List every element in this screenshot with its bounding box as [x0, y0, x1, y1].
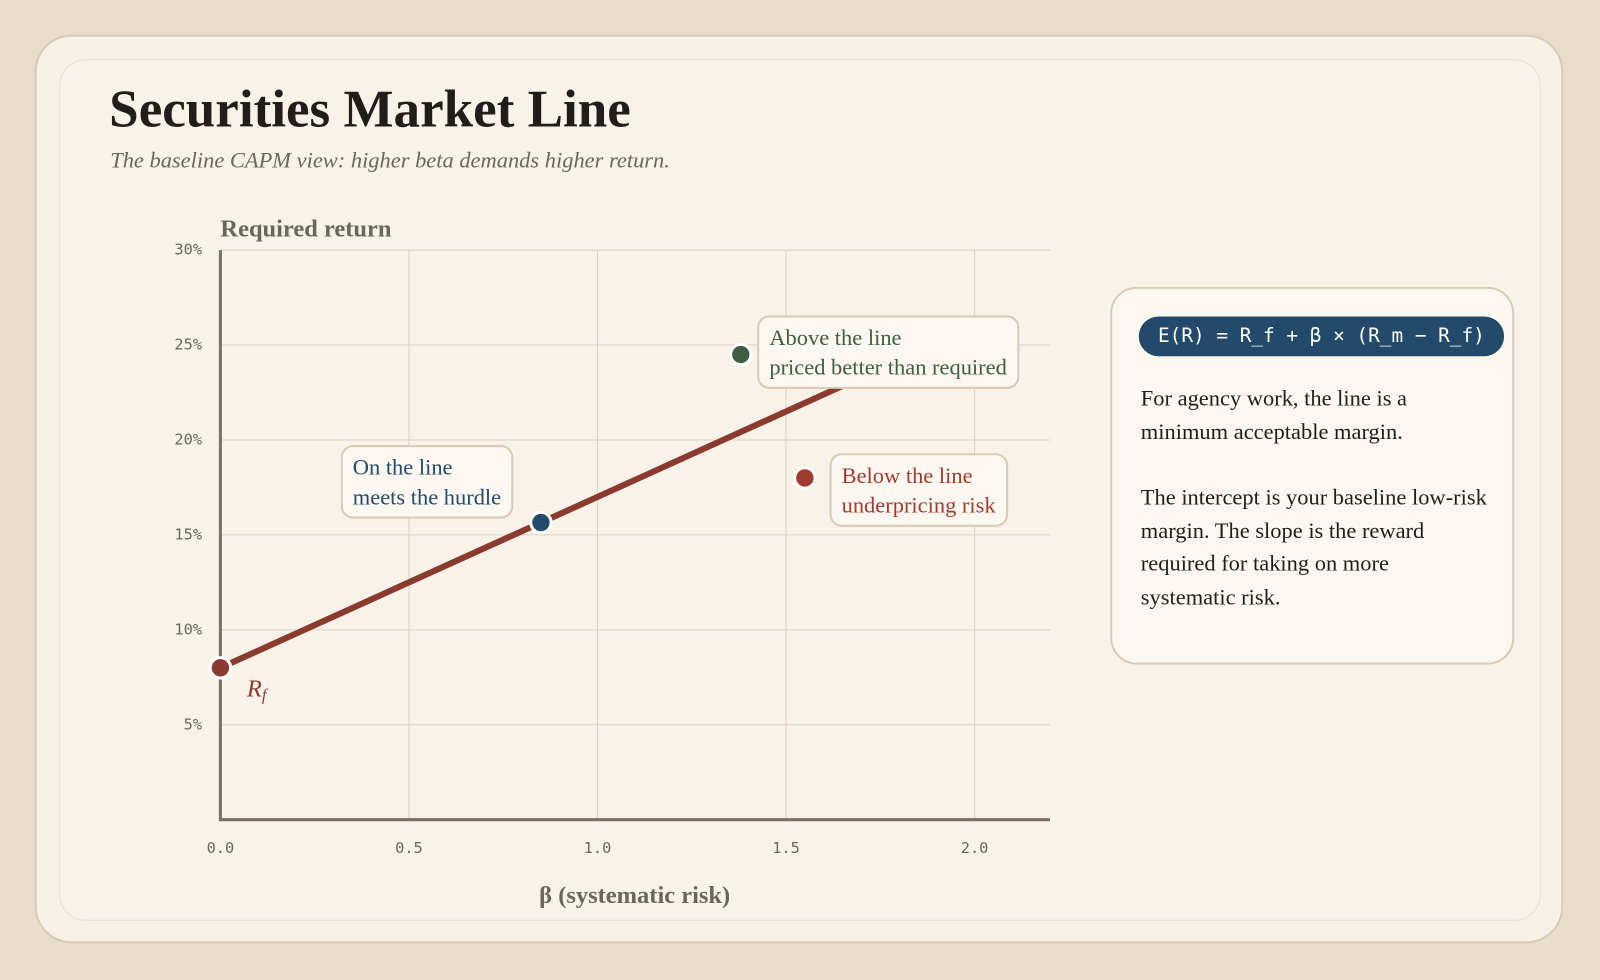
y-tick-label: 5% — [184, 715, 202, 733]
y-tick-label: 20% — [174, 430, 202, 448]
x-tick-label: 2.0 — [961, 839, 989, 857]
annotation-line: Below the line — [841, 462, 973, 489]
panel-paragraph: The intercept is your baseline low-risk … — [1140, 483, 1487, 609]
x-tick-label: 1.0 — [584, 839, 612, 857]
x-tick-label: 0.0 — [207, 839, 235, 857]
x-tick-label: 1.5 — [772, 839, 800, 857]
point — [793, 466, 817, 490]
y-tick-label: 25% — [174, 336, 202, 354]
rf-sub: f — [262, 685, 269, 704]
x-tick-label: 0.5 — [395, 839, 423, 857]
subtitle: The baseline CAPM view: higher beta dema… — [110, 146, 670, 173]
annotation-line: Above the line — [769, 324, 902, 351]
y-tick-label: 30% — [174, 241, 202, 259]
annotation: On the line meets the hurdle — [340, 444, 514, 519]
annotation-line: priced better than required — [769, 354, 1007, 381]
rf-base: R — [246, 675, 262, 702]
panel-paragraph: For agency work, the line is a minimum a… — [1140, 384, 1408, 444]
annotation: Above the line priced better than require… — [757, 315, 1020, 390]
y-axis-label: Required return — [220, 215, 392, 242]
title: Securities Market Line — [109, 80, 631, 139]
y-tick-label: 10% — [174, 620, 202, 638]
side-panel: E(R) = R_f + β × (R_m − R_f) For agency … — [1110, 286, 1515, 665]
x-axis-label: β (systematic risk) — [539, 882, 730, 909]
y-tick-label: 15% — [174, 525, 202, 543]
point — [208, 656, 233, 680]
annotation-line: underpricing risk — [841, 492, 996, 518]
formula: E(R) = R_f + β × (R_m − R_f) — [1138, 316, 1505, 357]
annotation: Below the line underpricing risk — [829, 453, 1008, 527]
annotation-line: meets the hurdle — [352, 483, 502, 510]
rf-label: Rf — [246, 675, 269, 704]
annotation-line: On the line — [352, 454, 453, 480]
point — [529, 510, 553, 535]
point — [729, 342, 753, 367]
